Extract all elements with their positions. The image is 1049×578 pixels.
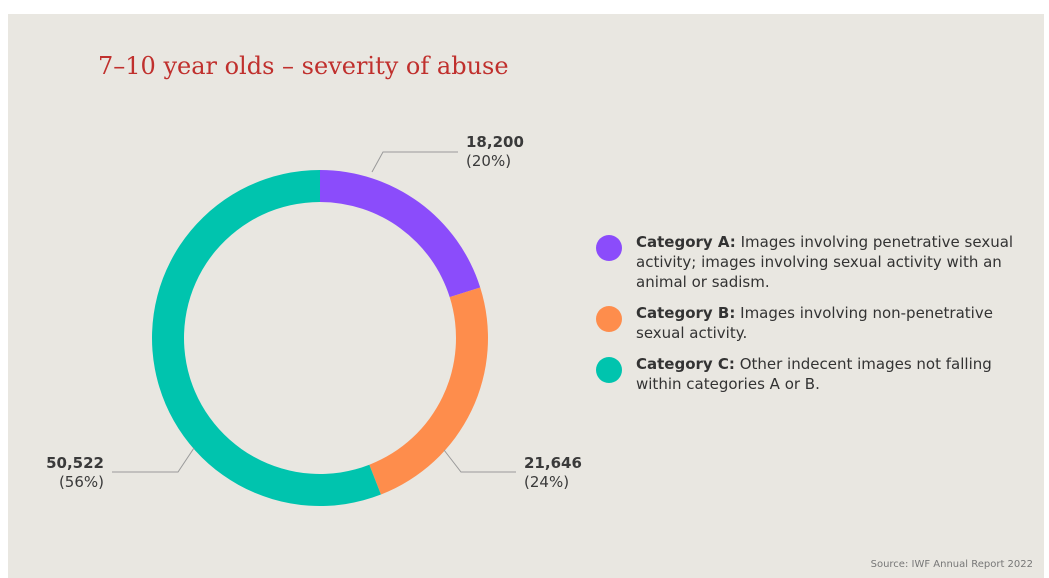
legend-name-category-c: Category C: xyxy=(636,355,735,373)
percent-label-category-b: (24%) xyxy=(524,473,569,491)
source-note: Source: IWF Annual Report 2022 xyxy=(870,559,1033,570)
legend-item-category-b: Category B: Images involving non-penetra… xyxy=(596,303,1026,343)
value-label-category-b: 21,646 xyxy=(524,454,582,472)
value-label-category-c: 50,522 xyxy=(46,454,104,472)
legend-description-category-c: Other indecent images not falling within… xyxy=(636,355,992,393)
percent-label-category-a: (20%) xyxy=(466,152,511,170)
legend-description-category-a: Images involving penetrative sexual acti… xyxy=(636,233,1014,291)
legend-name-category-a: Category A: xyxy=(636,233,736,251)
leader-line-category-b xyxy=(443,449,516,473)
legend-swatch-category-c xyxy=(596,357,622,383)
legend-name-category-b: Category B: xyxy=(636,304,736,322)
chart-title: 7–10 year olds – severity of abuse xyxy=(98,52,509,80)
slice-labels: 18,200(20%) 21,646(24%) 50,522(56%) xyxy=(46,133,582,491)
leader-line-category-a xyxy=(371,151,458,173)
legend-swatch-category-b xyxy=(596,306,622,332)
legend: Category A: Images involving penetrative… xyxy=(596,232,1026,405)
leader-line-category-c xyxy=(112,447,195,473)
donut-slices xyxy=(151,170,488,506)
donut-slice-category-c xyxy=(151,170,381,506)
legend-description-category-b: Images involving non-penetrative sexual … xyxy=(636,304,993,342)
value-label-category-a: 18,200 xyxy=(466,133,524,151)
legend-item-category-c: Category C: Other indecent images not fa… xyxy=(596,354,1026,394)
donut-slice-category-b xyxy=(369,287,488,495)
leader-lines xyxy=(112,151,516,473)
legend-item-category-a: Category A: Images involving penetrative… xyxy=(596,232,1026,292)
donut-slice-category-a xyxy=(320,170,481,298)
legend-swatch-category-a xyxy=(596,235,622,261)
percent-label-category-c: (56%) xyxy=(59,473,104,491)
